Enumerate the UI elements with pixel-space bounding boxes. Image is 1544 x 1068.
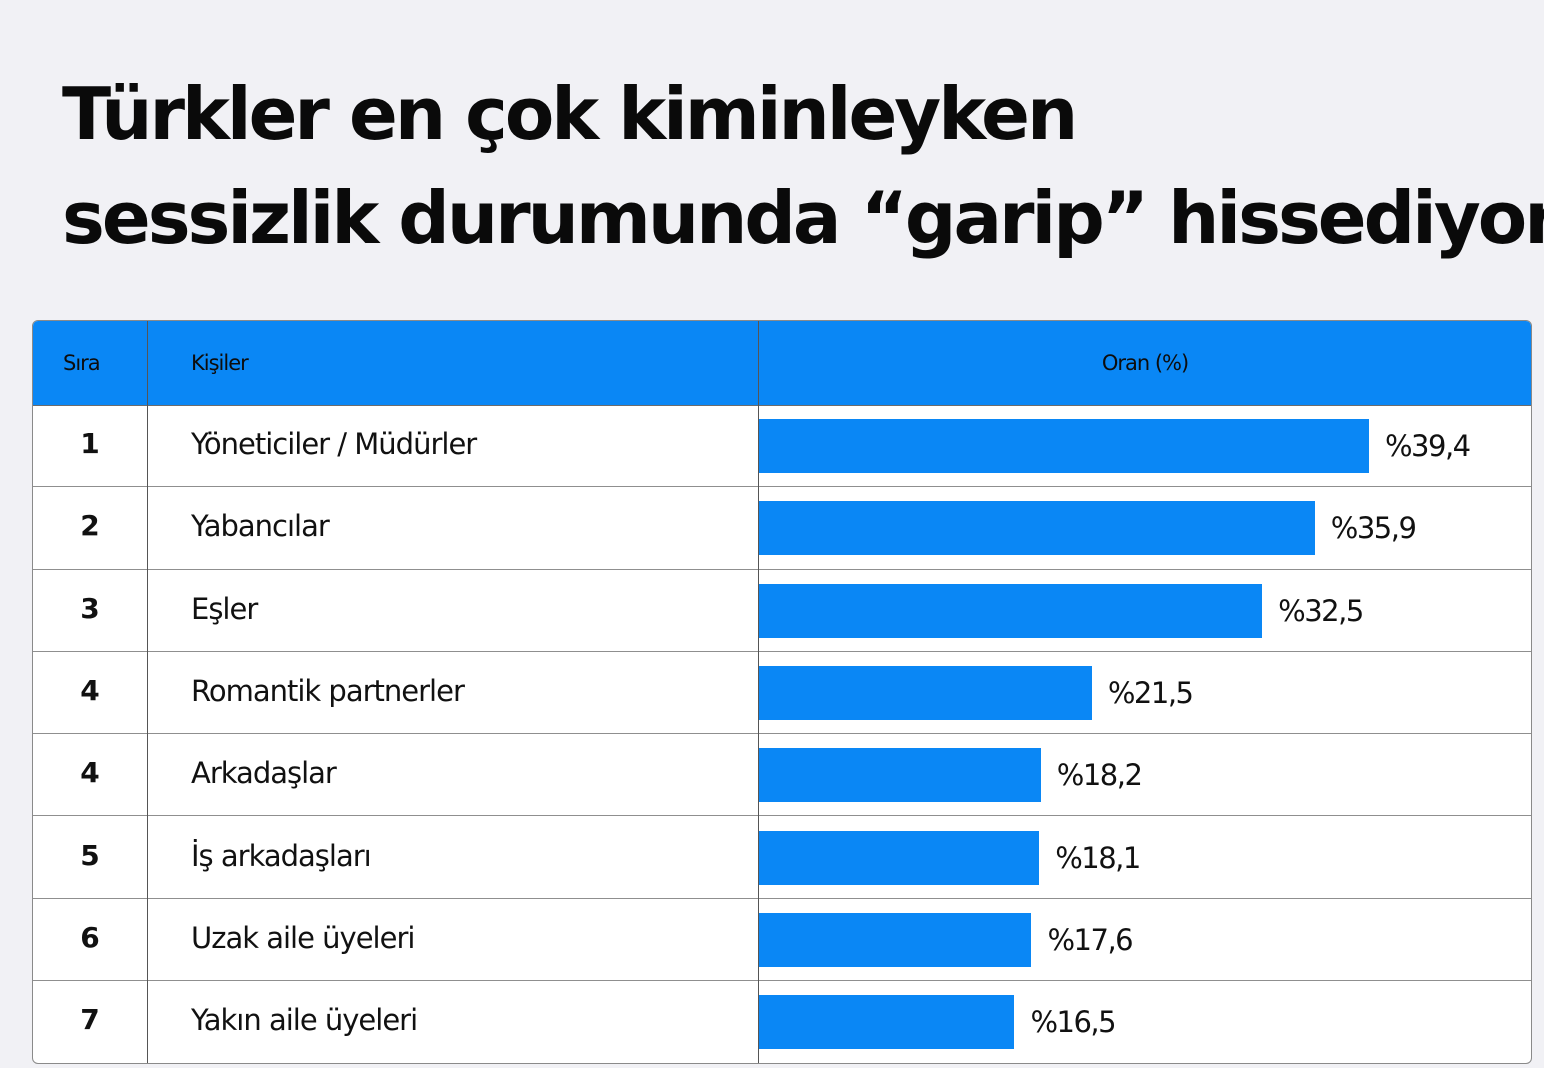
chart-title-line-2: sessizlik durumunda “garip” hissediyor? bbox=[62, 176, 1544, 260]
bar-value-label: %16,5 bbox=[1030, 1005, 1116, 1040]
header-rank: Sıra bbox=[63, 351, 101, 375]
table-row: 5 İş arkadaşları %18,1 bbox=[33, 817, 1531, 899]
row-rank: 4 bbox=[80, 756, 100, 790]
row-label: Yöneticiler / Müdürler bbox=[191, 427, 477, 461]
table-row: 4 Arkadaşlar %18,2 bbox=[33, 734, 1531, 817]
table-header: Sıra Kişiler Oran (%) bbox=[33, 321, 1531, 406]
row-rank: 6 bbox=[80, 920, 100, 954]
bar-value-label: %39,4 bbox=[1385, 429, 1471, 463]
row-rank: 2 bbox=[80, 509, 100, 543]
row-label: Uzak aile üyeleri bbox=[191, 920, 415, 955]
table-row: 7 Yakın aile üyeleri %16,5 bbox=[33, 981, 1531, 1063]
row-label: İş arkadaşları bbox=[191, 838, 372, 873]
row-label: Eşler bbox=[191, 591, 258, 626]
bar-value-label: %18,2 bbox=[1056, 758, 1143, 793]
bar-mark bbox=[759, 995, 1015, 1050]
bar-value-label: %32,5 bbox=[1278, 593, 1364, 628]
row-rank: 3 bbox=[80, 591, 100, 625]
table-row: 1 Yöneticiler / Müdürler %39,4 bbox=[33, 405, 1531, 488]
table-row: 3 Eşler %32,5 bbox=[33, 570, 1531, 652]
row-label: Romantik partnerler bbox=[191, 673, 465, 708]
bar-mark bbox=[759, 830, 1040, 885]
bar-mark bbox=[759, 665, 1092, 720]
header-people: Kişiler bbox=[191, 351, 249, 375]
row-rank: 7 bbox=[80, 1003, 100, 1037]
table-row: 6 Uzak aile üyeleri %17,6 bbox=[33, 899, 1531, 982]
row-label: Arkadaşlar bbox=[191, 756, 337, 791]
column-divider-1 bbox=[147, 321, 148, 1063]
row-rank: 4 bbox=[80, 673, 100, 707]
bar-value-label: %17,6 bbox=[1047, 922, 1133, 957]
row-label: Yakın aile üyeleri bbox=[191, 1003, 418, 1038]
chart-title-line-1: Türkler en çok kiminleyken bbox=[62, 72, 1078, 156]
table-row: 2 Yabancılar %35,9 bbox=[33, 487, 1531, 570]
ranking-table: Sıra Kişiler Oran (%) 1 Yöneticiler / Müd… bbox=[32, 320, 1532, 1064]
bar-mark bbox=[759, 583, 1263, 638]
bar-mark bbox=[759, 419, 1369, 473]
bar-value-label: %18,1 bbox=[1055, 840, 1141, 875]
table-row: 4 Romantik partnerler %21,5 bbox=[33, 652, 1531, 735]
bar-value-label: %35,9 bbox=[1330, 511, 1417, 546]
header-rate: Oran (%) bbox=[1101, 351, 1189, 375]
row-label: Yabancılar bbox=[191, 509, 330, 544]
bar-mark bbox=[759, 748, 1041, 803]
column-divider-2 bbox=[758, 321, 759, 1063]
bar-mark bbox=[759, 501, 1315, 556]
bar-value-label: %21,5 bbox=[1107, 675, 1194, 710]
bar-mark bbox=[759, 912, 1032, 967]
row-rank: 1 bbox=[80, 427, 100, 460]
row-rank: 5 bbox=[80, 838, 100, 872]
chart-title: Türkler en çok kiminleyken sessizlik dur… bbox=[62, 62, 1544, 270]
